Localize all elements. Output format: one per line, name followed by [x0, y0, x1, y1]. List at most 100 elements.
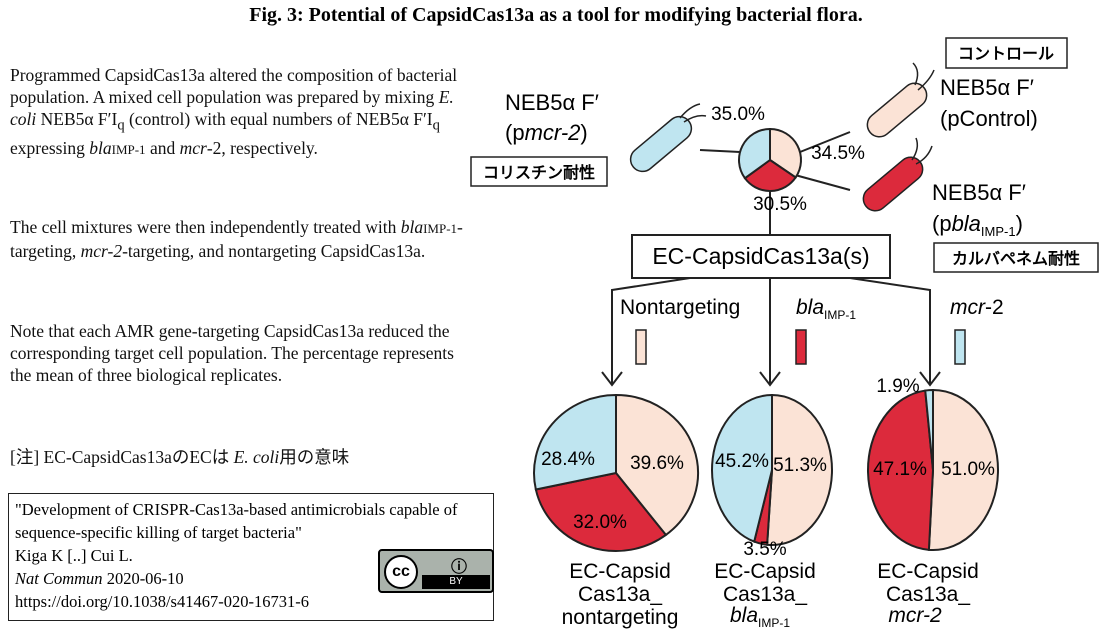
text: ) — [1016, 211, 1023, 236]
text: (p — [932, 211, 952, 236]
tag: コントロール — [958, 46, 1054, 63]
tags — [470, 37, 1099, 273]
caption: EC-Capsid — [714, 560, 816, 583]
date: 2020-06-10 — [102, 569, 184, 588]
value-label: 39.6% — [630, 453, 684, 474]
cc-icon: cc — [384, 555, 418, 589]
connectors — [601, 131, 941, 387]
caption: EC-Capsid — [877, 560, 979, 583]
citation-source: Nat Commun 2020-06-10 — [15, 567, 487, 590]
strain-plasmid: (pmcr-2) — [505, 120, 588, 145]
text: E. coli — [233, 447, 280, 467]
pie-slice — [924, 388, 934, 471]
captions: EC-Capsid Cas13a_ nontargeting EC-Capsid… — [562, 560, 979, 630]
text: -targeting, and nontargeting CapsidCas13… — [122, 241, 426, 261]
bacteria — [629, 62, 966, 365]
figure-title: Fig. 3: Potential of CapsidCas13a as a t… — [249, 4, 863, 26]
text: bla — [400, 217, 424, 237]
text: -targeting, — [10, 217, 463, 261]
pies: 34.5% 30.5% 35.0% 39.6% 32.0% 28.4% 51.3% 3.5% 4… — [533, 104, 999, 560]
strain-plasmid: (pControl) — [940, 106, 1038, 131]
license-badge: cc ⓘ BY — [378, 549, 494, 593]
text: 用の意味 — [279, 447, 350, 467]
value-label: 1.9% — [876, 376, 919, 397]
text: [注] EC-CapsidCas13aのECは — [10, 447, 234, 467]
text: bla — [796, 296, 824, 319]
doi: https://doi.org/10.1038/s41467-020-16731… — [15, 592, 309, 611]
paragraph: Programmed CapsidCas13a altered the comp… — [10, 64, 470, 161]
value-label: 30.5% — [753, 194, 807, 215]
text: mcr-2 — [80, 241, 123, 261]
caption: mcr-2 — [888, 604, 942, 627]
text: bla — [730, 604, 758, 627]
by-label: BY — [422, 575, 490, 589]
text: IMP-1 — [758, 616, 790, 630]
journal: Nat Commun — [15, 569, 103, 588]
treatment-box — [631, 234, 891, 279]
strain-plasmid: (pblaIMP-1) — [932, 211, 1023, 239]
branch: Nontargeting — [620, 296, 740, 319]
caption: nontargeting — [562, 606, 679, 629]
text: mcr-2 — [525, 120, 581, 145]
tag-labels: コントロール コリスチン耐性 カルバペネム耐性 — [483, 46, 1080, 268]
strain-name: NEB5α F′ — [940, 75, 1034, 100]
text: -2, respectively. — [206, 137, 318, 158]
text: NEB5α F′I — [36, 109, 118, 129]
pie-slice — [615, 393, 699, 537]
tag: コリスチン耐性 — [483, 163, 595, 182]
branch: mcr-2 — [950, 296, 1004, 319]
caption: Cas13a_ — [886, 583, 970, 606]
value-label: 32.0% — [573, 512, 627, 533]
text: IMP-1 — [423, 221, 458, 236]
text: q — [432, 117, 440, 134]
value-label: 45.2% — [715, 451, 769, 472]
by-icon: ⓘ — [450, 559, 467, 576]
pie-slice — [534, 471, 668, 552]
strain-labels: NEB5α F′ (pmcr-2) NEB5α F′ (pControl) NE… — [505, 75, 1038, 239]
pie-slice — [743, 158, 798, 192]
value-label: 51.3% — [773, 455, 827, 476]
branch: blaIMP-1 — [796, 296, 856, 322]
pie-slice — [711, 393, 773, 543]
text: bla — [952, 211, 981, 236]
value-label: 3.5% — [743, 539, 786, 560]
paragraph: Note that each AMR gene-targeting Capsid… — [10, 320, 470, 386]
text: ) — [580, 120, 587, 145]
text: q — [117, 117, 125, 134]
citation: "Development of CRISPR-Cas13a-based anti… — [8, 493, 494, 621]
value-label: 51.0% — [941, 459, 995, 480]
note: [注] EC-CapsidCas13aのECは E. coli用の意味 — [10, 446, 470, 468]
pie-slice — [927, 388, 999, 551]
value-label: 35.0% — [711, 104, 765, 125]
pie-slice — [766, 393, 833, 546]
citation-title: "Development of CRISPR-Cas13a-based anti… — [15, 500, 458, 542]
treatment: EC-CapsidCas13a(s) — [652, 243, 869, 269]
text: expressing — [10, 137, 90, 158]
text: IMP-1 — [111, 141, 146, 157]
caption: EC-Capsid — [569, 560, 671, 583]
text: bla — [89, 137, 112, 158]
value-label: 34.5% — [811, 143, 865, 164]
pie-slice — [533, 393, 617, 491]
pie-slice — [769, 127, 802, 179]
text: (p — [505, 120, 525, 145]
value-label: 28.4% — [541, 449, 595, 470]
value-label: 47.1% — [873, 459, 927, 480]
text: The cell mixtures were then independentl… — [10, 217, 401, 237]
pie-slice — [738, 127, 771, 180]
caption: Cas13a_ — [578, 583, 662, 606]
text: Programmed CapsidCas13a altered the comp… — [10, 65, 458, 107]
text: and — [145, 137, 180, 158]
text: Note that each AMR gene-targeting Capsid… — [10, 321, 454, 385]
text: IMP-1 — [981, 224, 1016, 239]
text: mcr — [950, 296, 986, 319]
text: mcr — [179, 137, 207, 158]
citation-authors: Kiga K [..] Cui L. — [15, 546, 133, 565]
strain-name: NEB5α F′ — [505, 90, 599, 115]
caption: blaIMP-1 — [730, 604, 790, 630]
text: -2 — [985, 296, 1004, 319]
strain-name: NEB5α F′ — [932, 180, 1026, 205]
branch-labels: Nontargeting blaIMP-1 mcr-2 — [620, 296, 1004, 322]
pie-slice — [867, 389, 935, 551]
